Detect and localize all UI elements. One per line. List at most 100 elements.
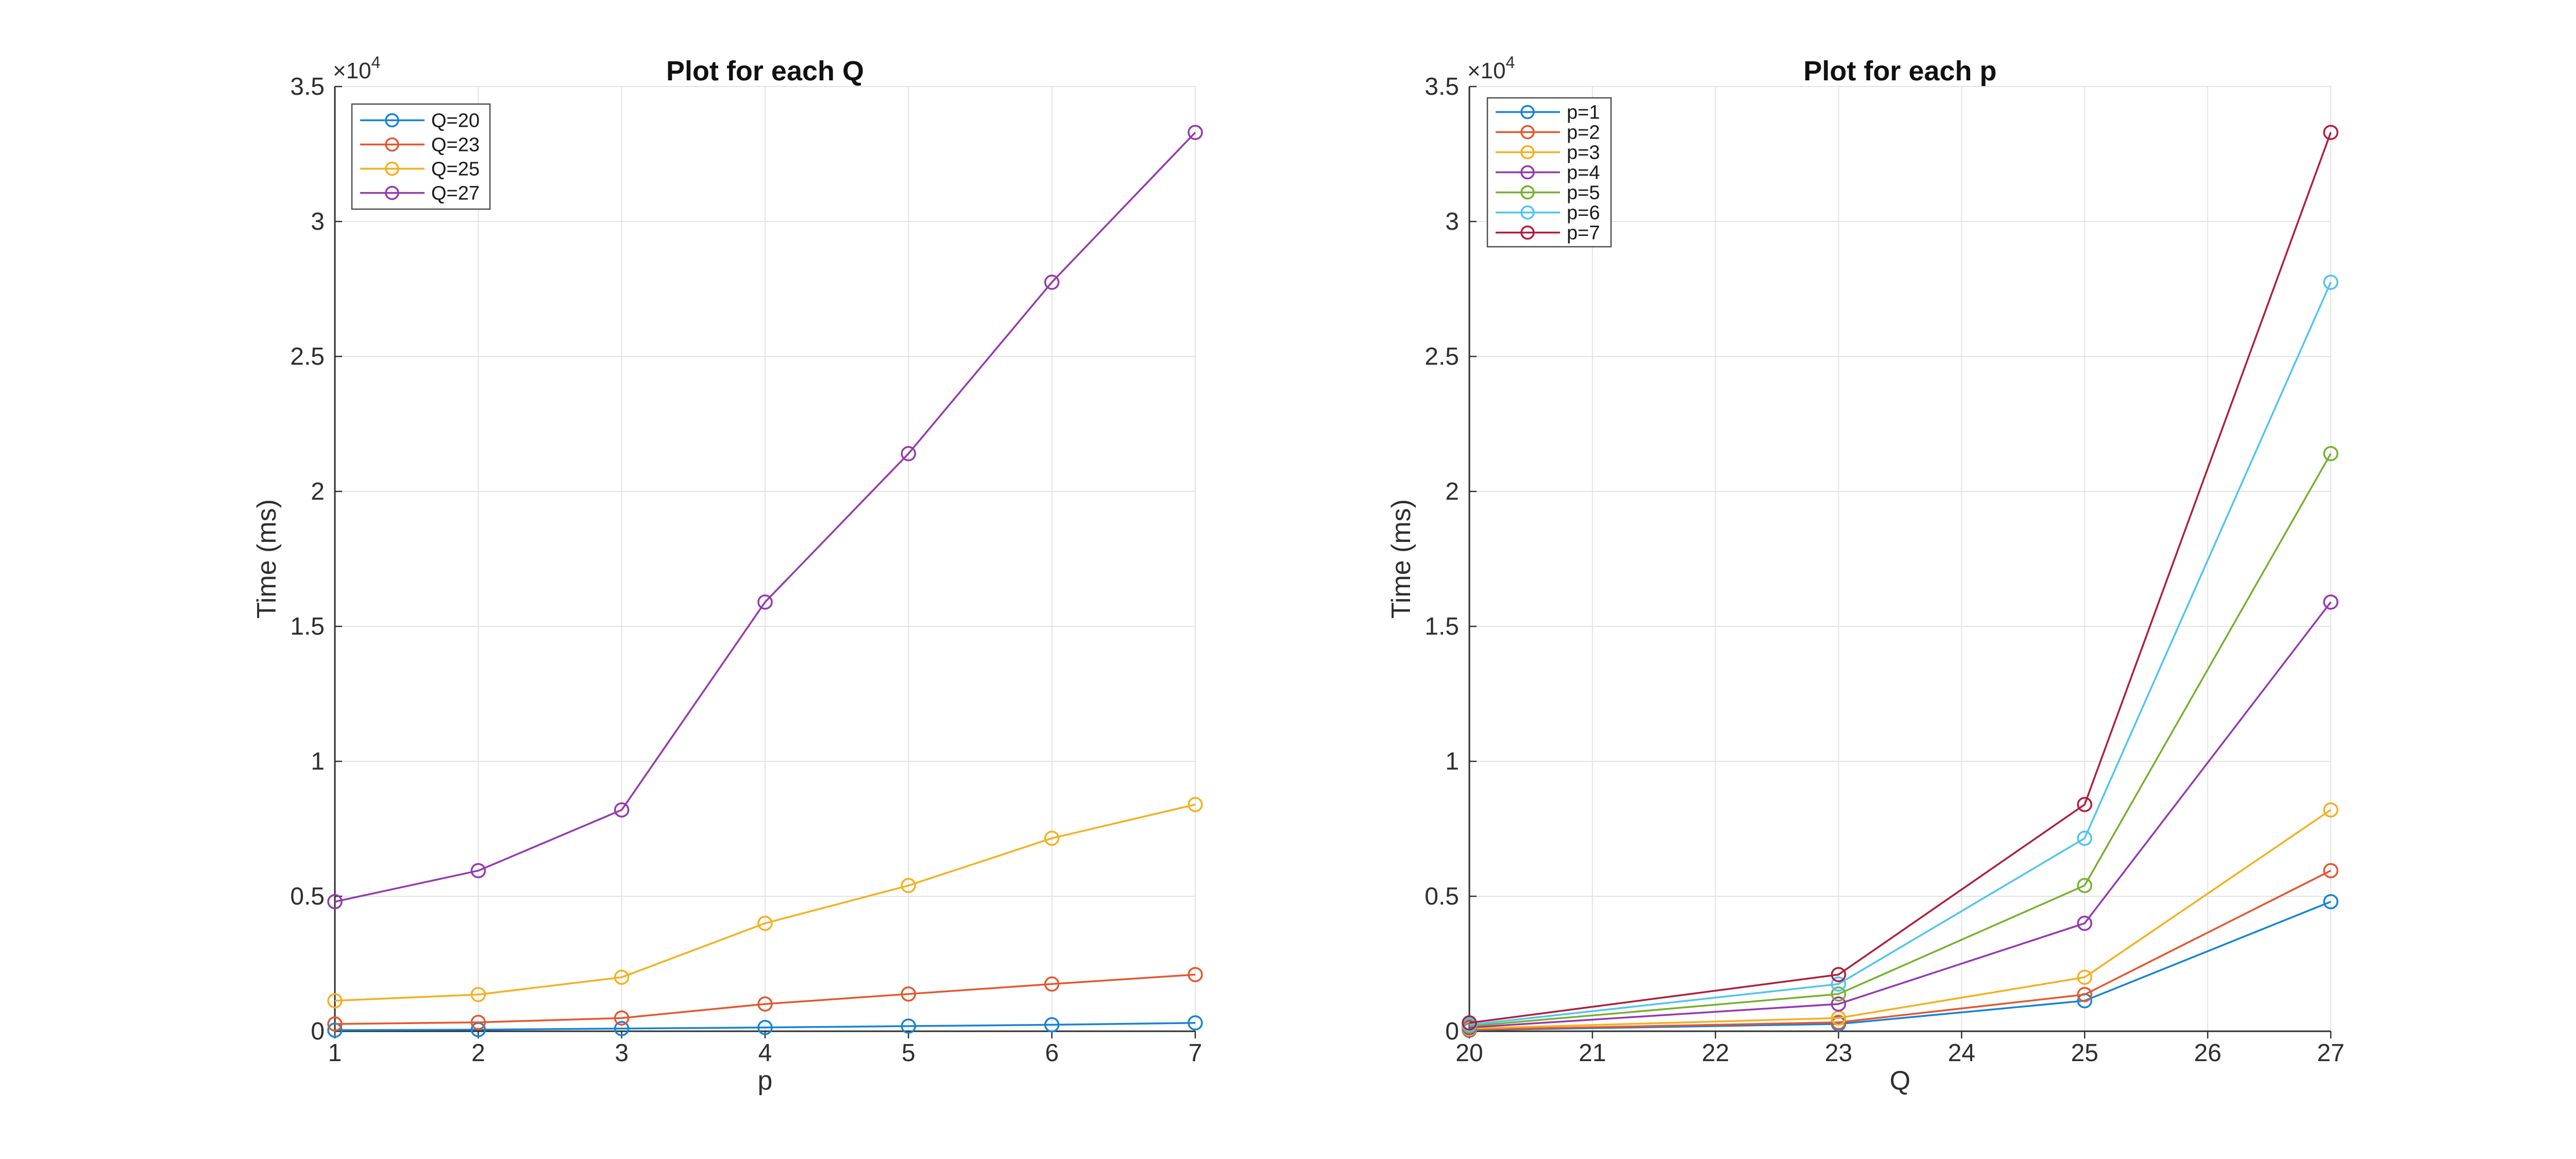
legend-label: Q=25 <box>431 159 480 180</box>
y-tick-label: 3.5 <box>290 73 325 100</box>
data-point-marker <box>2077 915 2093 931</box>
data-point-marker <box>2077 878 2093 893</box>
legend-box <box>351 103 491 210</box>
series-p=5 <box>1462 446 2338 1034</box>
legend-entry-Q=23: Q=23 <box>360 134 480 156</box>
series-Q=27 <box>327 125 1203 910</box>
legend-entry-p=7: p=7 <box>1496 223 1600 244</box>
y-tick-label: 3.5 <box>1425 73 1459 100</box>
x-axis-label: p <box>758 1066 773 1096</box>
data-point-marker <box>757 1019 773 1035</box>
legend-marker <box>1520 105 1535 120</box>
gridlines <box>1469 86 2331 1032</box>
y-tick-label: 0.5 <box>1425 883 1459 910</box>
data-point-marker <box>901 878 917 893</box>
data-point-marker <box>1188 797 1203 812</box>
data-point-marker <box>2323 802 2338 818</box>
legend-label: p=1 <box>1567 102 1600 124</box>
legend-marker <box>1520 145 1535 160</box>
series-line <box>1469 282 2332 1026</box>
legend-label: p=3 <box>1567 142 1600 164</box>
legend-marker <box>1520 125 1535 140</box>
series-p=7 <box>1462 125 2338 1031</box>
data-point-marker <box>2323 594 2338 610</box>
series-lines <box>327 125 1203 1038</box>
legend-entry-Q=25: Q=25 <box>360 159 480 180</box>
legend-marker <box>1520 185 1535 200</box>
legend-label: p=4 <box>1567 162 1600 184</box>
y-tick-label: 1 <box>1445 748 1459 775</box>
data-point-marker <box>2323 275 2338 290</box>
y-tick-label: 2 <box>311 478 325 505</box>
y-tick-label: 1.5 <box>290 613 325 640</box>
y-exponent-label: ×104 <box>333 53 380 83</box>
series-line <box>1469 132 2332 1024</box>
y-tick-label: 2.5 <box>290 343 325 370</box>
x-tick-label: 5 <box>902 1039 916 1067</box>
x-tick-label: 20 <box>1455 1039 1483 1067</box>
data-point-marker <box>757 594 773 610</box>
y-tick-label: 2 <box>1445 478 1459 505</box>
x-tick-label: 22 <box>1702 1039 1729 1067</box>
series-line <box>1469 870 2331 1031</box>
data-point-marker <box>614 1021 630 1036</box>
legend: p=1p=2p=3p=4p=5p=6p=7 <box>1486 97 1612 248</box>
series-Q=25 <box>327 797 1203 1009</box>
legend-label: Q=27 <box>431 183 480 204</box>
x-tick-label: 21 <box>1579 1039 1606 1067</box>
data-point-marker <box>1831 986 1846 1002</box>
data-point-marker <box>327 993 343 1009</box>
data-point-marker <box>1831 996 1846 1012</box>
legend-marker <box>385 161 399 176</box>
y-tick-label: 1 <box>311 748 325 775</box>
x-tick-label: 7 <box>1189 1039 1202 1067</box>
data-point-marker <box>470 863 486 878</box>
legend-entry-p=5: p=5 <box>1496 182 1600 204</box>
x-tick-label: 25 <box>2071 1039 2098 1067</box>
legend-marker <box>1520 165 1535 180</box>
legend-label: Q=20 <box>431 110 480 132</box>
legend-label: Q=23 <box>431 134 480 156</box>
legend-entry-p=2: p=2 <box>1496 122 1600 144</box>
data-point-marker <box>1188 967 1203 982</box>
y-tick-label: 0 <box>311 1018 325 1045</box>
legend: Q=20Q=23 Q=25 Q=27 <box>351 103 491 210</box>
series-p=2 <box>1462 863 2338 1037</box>
legend-marker <box>385 137 399 152</box>
x-axis-label: Q <box>1890 1066 1910 1096</box>
series-line <box>1469 809 2331 1030</box>
legend-label: p=7 <box>1567 223 1600 244</box>
data-point-marker <box>2323 446 2338 462</box>
y-tick-label: 3 <box>1445 208 1459 235</box>
series-lines <box>1462 125 2338 1038</box>
data-point-marker <box>757 996 773 1012</box>
y-exponent-label: ×104 <box>1467 53 1515 83</box>
x-tick-label: 4 <box>758 1039 772 1067</box>
series-line <box>334 974 1196 1025</box>
data-point-marker <box>1044 275 1060 290</box>
legend-label: p=5 <box>1567 182 1600 204</box>
data-point-marker <box>614 969 630 985</box>
data-point-marker <box>1188 125 1203 140</box>
data-point-marker <box>757 915 773 931</box>
data-point-marker <box>901 446 917 462</box>
x-tick-label: 23 <box>1825 1039 1852 1067</box>
data-point-marker <box>470 986 486 1002</box>
y-axis-label: Time (ms) <box>1386 499 1416 619</box>
y-tick-label: 0.5 <box>290 883 325 910</box>
x-tick-label: 24 <box>1948 1039 1975 1067</box>
legend-label: p=6 <box>1567 202 1600 224</box>
data-point-marker <box>1044 976 1060 992</box>
legend-marker <box>1520 225 1535 240</box>
legend-entry-p=4: p=4 <box>1496 162 1600 184</box>
x-tick-label: 27 <box>2317 1039 2344 1067</box>
data-point-marker <box>470 1014 486 1030</box>
axes: 20 21 22 23 24 25 26 27 0 0.5 1 1.5 2 2.5 3 3.5 <box>1425 73 2344 1067</box>
y-tick-label: 2.5 <box>1425 343 1459 370</box>
data-point-marker <box>2077 797 2093 812</box>
data-point-marker <box>1188 1015 1203 1031</box>
legend-marker <box>385 113 399 128</box>
data-point-marker <box>901 1018 917 1034</box>
